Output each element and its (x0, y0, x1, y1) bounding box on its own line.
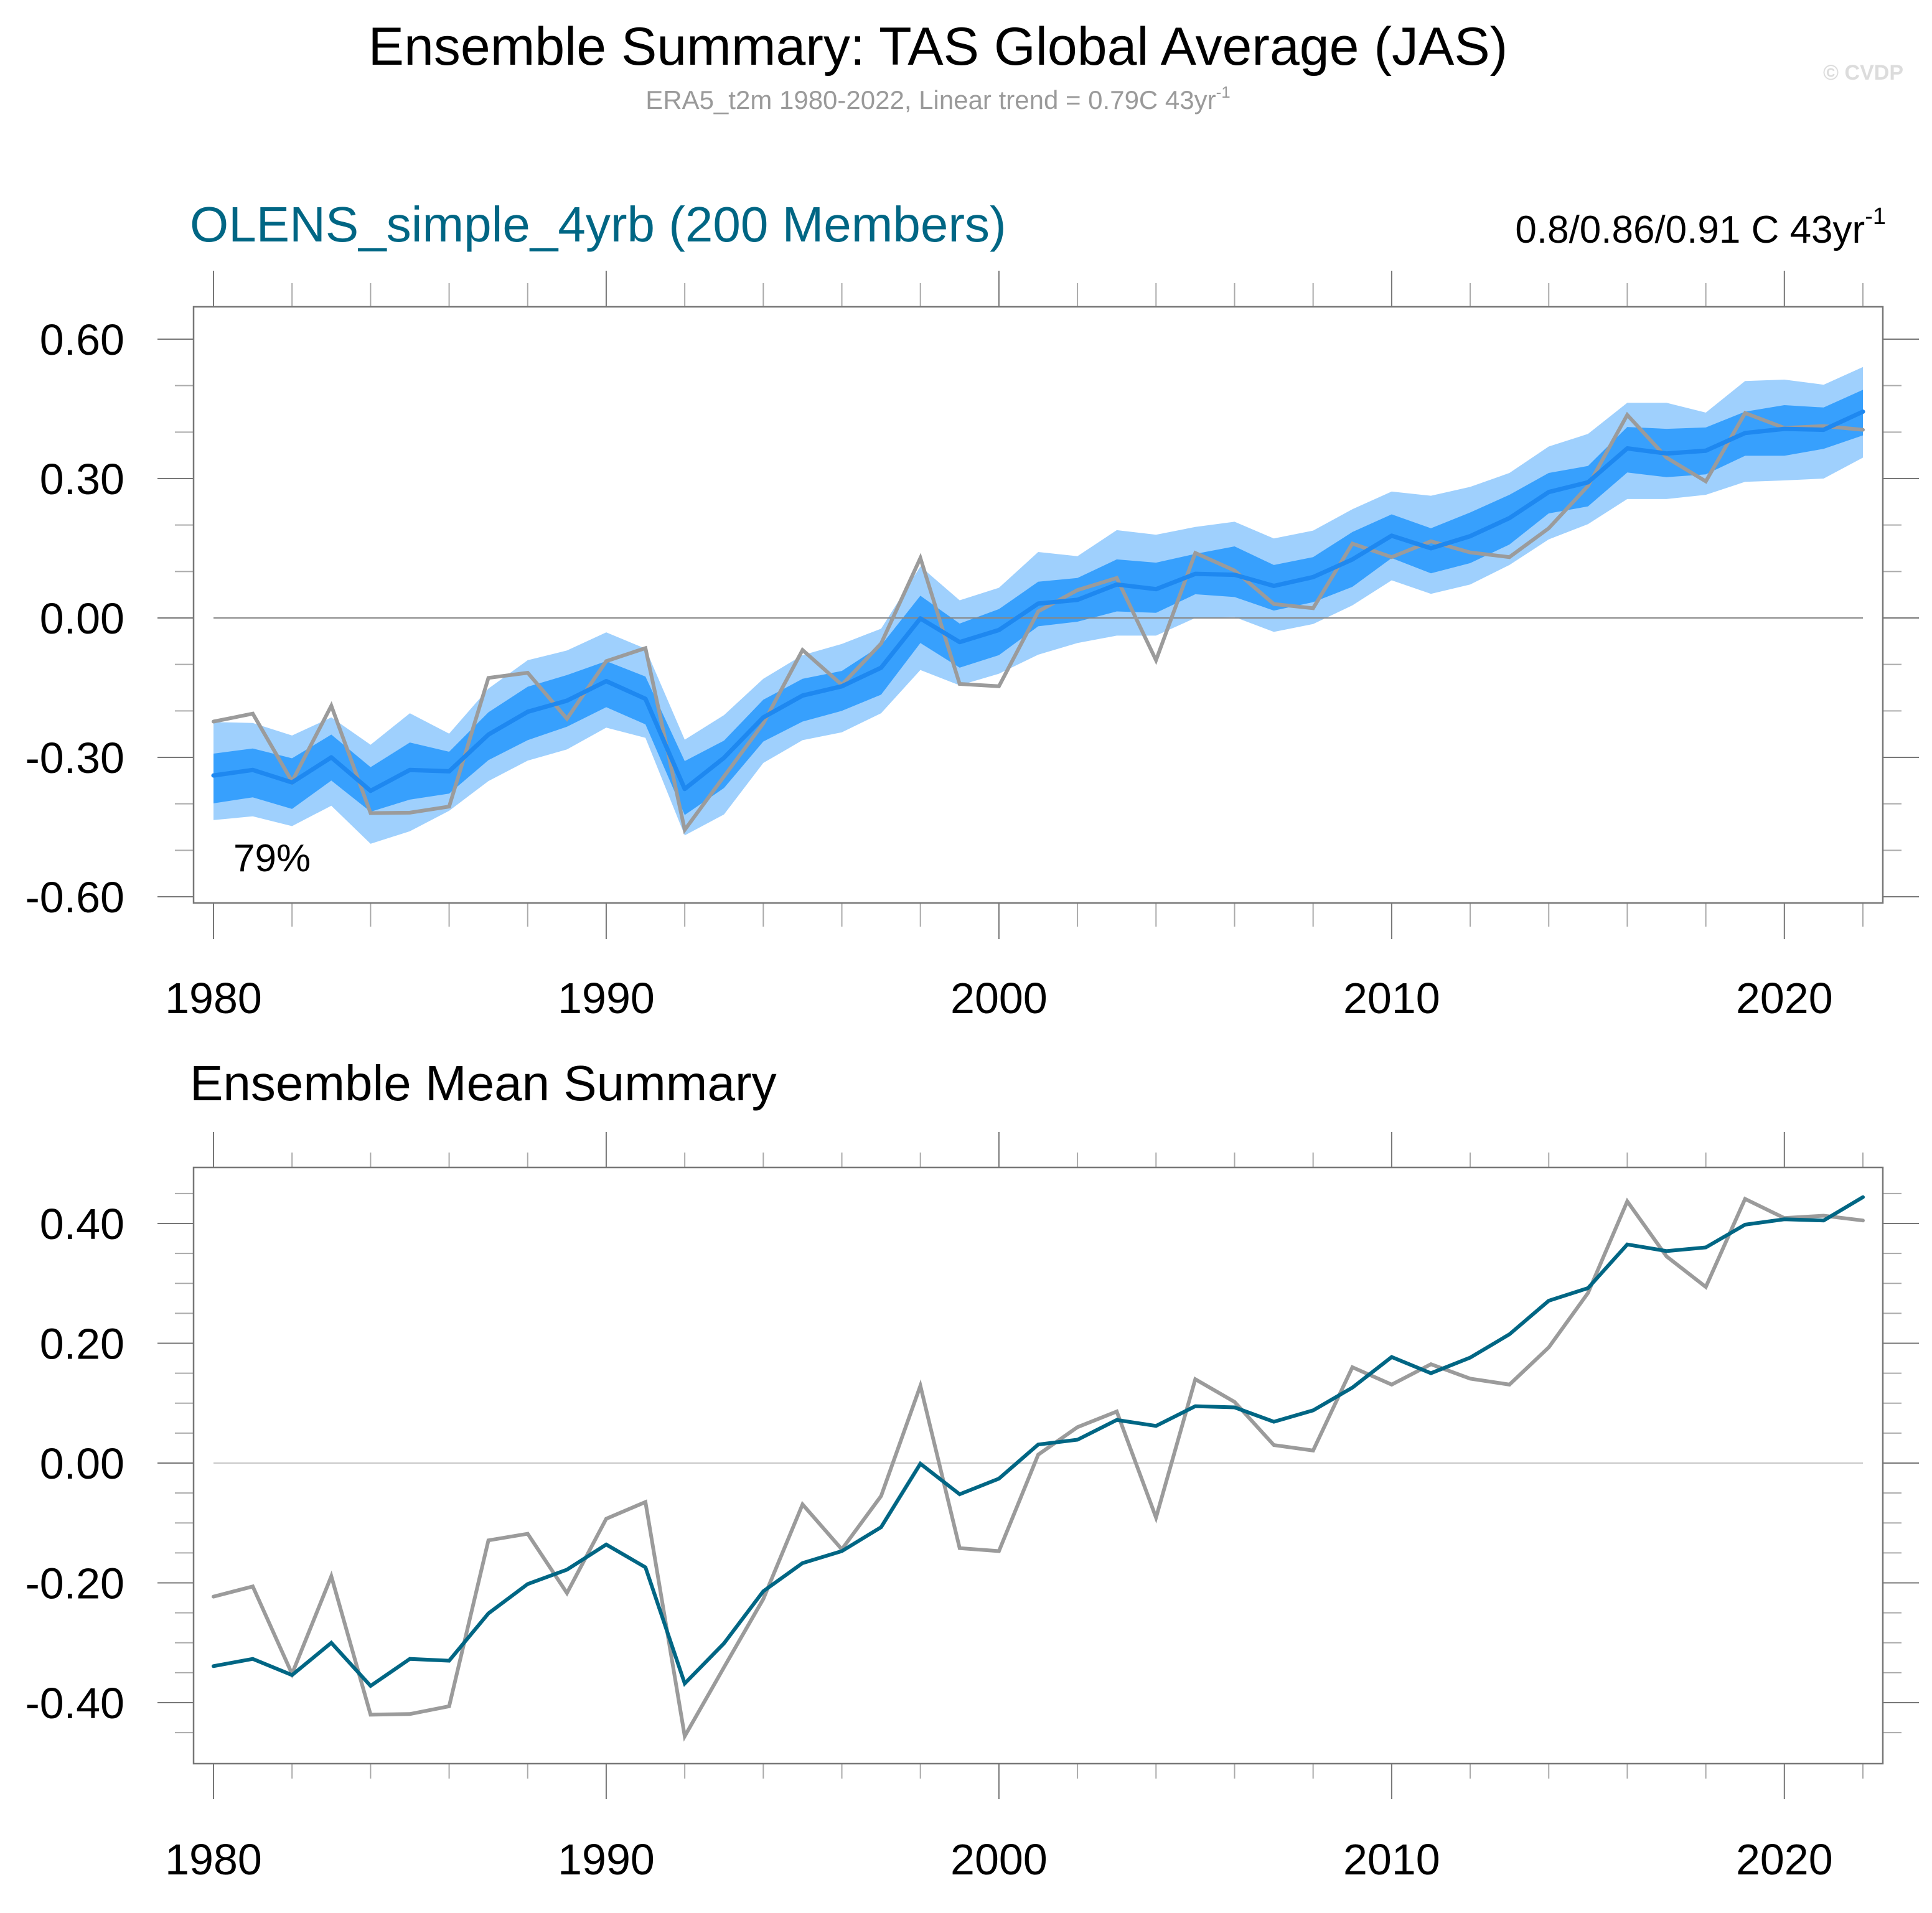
x-tick-label: 2020 (1736, 974, 1833, 1022)
y-tick-label: 0.60 (40, 316, 124, 364)
x-tick-label: 2000 (950, 974, 1048, 1022)
panel-title-ensemble-mean: Ensemble Mean Summary (190, 1055, 777, 1111)
x-tick-label: 1980 (165, 1835, 262, 1884)
x-tick-label: 2000 (950, 1835, 1048, 1884)
y-tick-label: 0.30 (40, 455, 124, 503)
observations-line (212, 1196, 1865, 1742)
x-tick-label: 2020 (1736, 1835, 1833, 1884)
y-tick-label: 0.00 (40, 594, 124, 643)
x-tick-label: 2010 (1343, 974, 1440, 1022)
watermark: © CVDP (1823, 61, 1903, 85)
ensemble-mean-line (212, 1195, 1865, 1689)
main-title: Ensemble Summary: TAS Global Average (JA… (368, 17, 1508, 77)
ensemble-mean-panel: 1980 1990 2000 2010 2020 0.40 0.20 0.00 -0.20 -0.… (25, 1132, 1919, 1884)
y-tick-label: -0.20 (25, 1560, 124, 1608)
y-tick-label: -0.40 (25, 1679, 124, 1728)
trend-label-main: 0.8/0.86/0.91 C 43yr (1515, 208, 1865, 251)
subtitle: ERA5_t2m 1980-2022, Linear trend = 0.79C… (645, 83, 1231, 115)
x-tick-label: 1990 (558, 974, 655, 1022)
percent-annotation: 79% (233, 837, 311, 880)
observations-line (212, 410, 1865, 835)
bottom-panel-axes: 1980 1990 2000 2010 2020 0.40 0.20 0.00 -0.20 -0.… (25, 1132, 1919, 1884)
top-panel-frame (192, 306, 1884, 904)
y-tick-label: -0.30 (25, 734, 124, 782)
ensemble-spread-panel: 1980 1990 2000 2010 2020 0.60 0.30 0.00 -0.30 -0.… (25, 271, 1919, 1022)
trend-label-superscript: -1 (1865, 203, 1886, 230)
top-panel-lines (211, 409, 1865, 835)
ensemble-mean-line (211, 409, 1865, 793)
subtitle-superscript: -1 (1216, 83, 1231, 101)
y-tick-label: 0.00 (40, 1439, 124, 1488)
bottom-panel-lines (212, 1195, 1865, 1742)
y-tick-label: 0.40 (40, 1200, 124, 1248)
y-tick-label: -0.60 (25, 873, 124, 922)
subtitle-main: ERA5_t2m 1980-2022, Linear trend = 0.79C… (645, 85, 1216, 115)
x-tick-label: 1980 (165, 974, 262, 1022)
model-title: OLENS_simple_4yrb (200 Members) (190, 197, 1006, 252)
x-tick-label: 2010 (1343, 1835, 1440, 1884)
bottom-panel-frame (192, 1166, 1884, 1765)
trend-label: 0.8/0.86/0.91 C 43yr-1 (1515, 203, 1886, 251)
x-tick-label: 1990 (558, 1835, 655, 1884)
top-panel-axes: 1980 1990 2000 2010 2020 0.60 0.30 0.00 -0.30 -0.… (25, 271, 1919, 1022)
y-tick-label: 0.20 (40, 1320, 124, 1368)
